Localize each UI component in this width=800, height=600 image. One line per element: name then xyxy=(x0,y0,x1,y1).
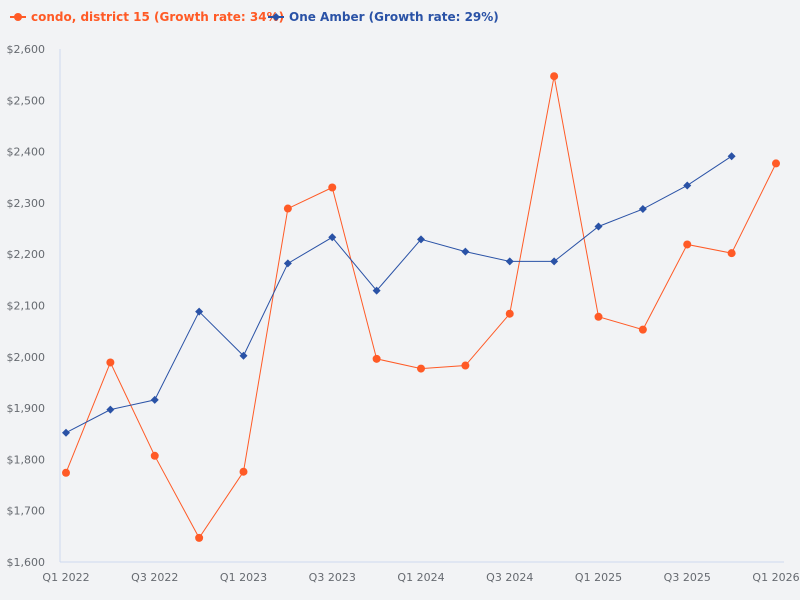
legend: condo, district 15 (Growth rate: 34%) One… xyxy=(10,10,499,24)
x-tick-label: Q3 2025 xyxy=(664,571,711,584)
data-point xyxy=(461,247,470,256)
series-line-0 xyxy=(65,76,777,539)
y-tick-label: $1,700 xyxy=(7,505,46,518)
data-point xyxy=(550,257,559,266)
y-tick-label: $2,400 xyxy=(7,146,46,159)
data-point xyxy=(594,222,603,231)
data-point xyxy=(150,451,159,460)
data-point xyxy=(505,257,514,266)
y-tick-label: $2,200 xyxy=(7,248,46,261)
data-point xyxy=(283,259,292,268)
data-point xyxy=(239,351,248,360)
data-point xyxy=(683,240,692,249)
legend-label: One Amber (Growth rate: 29%) xyxy=(289,10,499,24)
data-point xyxy=(62,468,70,477)
data-point xyxy=(683,181,692,190)
y-tick-label: $2,100 xyxy=(7,300,46,313)
legend-label: condo, district 15 (Growth rate: 34%) xyxy=(31,10,284,24)
data-point xyxy=(461,361,470,370)
data-point xyxy=(328,233,337,242)
x-tick-label: Q1 2026 xyxy=(752,571,799,584)
data-point xyxy=(505,309,514,318)
y-tick-label: $2,000 xyxy=(7,351,46,364)
data-point xyxy=(417,235,425,244)
data-point xyxy=(638,325,647,334)
data-point xyxy=(195,307,204,316)
axes: $1,600 $1,700 $1,800 $1,900 $2,000 $2,100 $2,2… xyxy=(7,43,800,584)
data-point xyxy=(772,159,780,168)
x-tick-label: Q3 2024 xyxy=(486,571,533,584)
data-point xyxy=(239,467,248,476)
data-point xyxy=(727,249,736,258)
legend-marker-icon xyxy=(14,13,22,21)
data-point xyxy=(62,428,70,437)
data-point xyxy=(372,286,381,295)
y-tick-label: $2,600 xyxy=(7,43,46,56)
data-point xyxy=(417,364,425,373)
x-tick-label: Q3 2023 xyxy=(309,571,356,584)
data-point xyxy=(106,405,115,414)
y-tick-label: $1,900 xyxy=(7,402,46,415)
x-tick-label: Q1 2022 xyxy=(42,571,89,584)
data-point xyxy=(372,354,381,363)
y-tick-label: $1,600 xyxy=(7,556,46,569)
legend-marker-icon xyxy=(272,13,280,21)
y-tick-label: $2,500 xyxy=(7,94,46,107)
y-tick-label: $1,800 xyxy=(7,453,46,466)
y-tick-label: $2,300 xyxy=(7,197,46,210)
data-point xyxy=(638,205,647,214)
data-point xyxy=(106,358,115,367)
x-tick-label: Q1 2023 xyxy=(220,571,267,584)
series-line-1 xyxy=(65,155,732,434)
data-point xyxy=(594,312,603,321)
data-point xyxy=(283,204,292,213)
x-tick-label: Q1 2024 xyxy=(397,571,444,584)
data-point xyxy=(727,152,736,161)
x-tick-label: Q1 2025 xyxy=(575,571,622,584)
plot-area xyxy=(62,72,780,542)
data-point xyxy=(150,395,159,404)
data-point xyxy=(195,533,204,542)
data-point xyxy=(328,183,337,192)
x-tick-label: Q3 2022 xyxy=(131,571,178,584)
data-point xyxy=(550,72,559,81)
